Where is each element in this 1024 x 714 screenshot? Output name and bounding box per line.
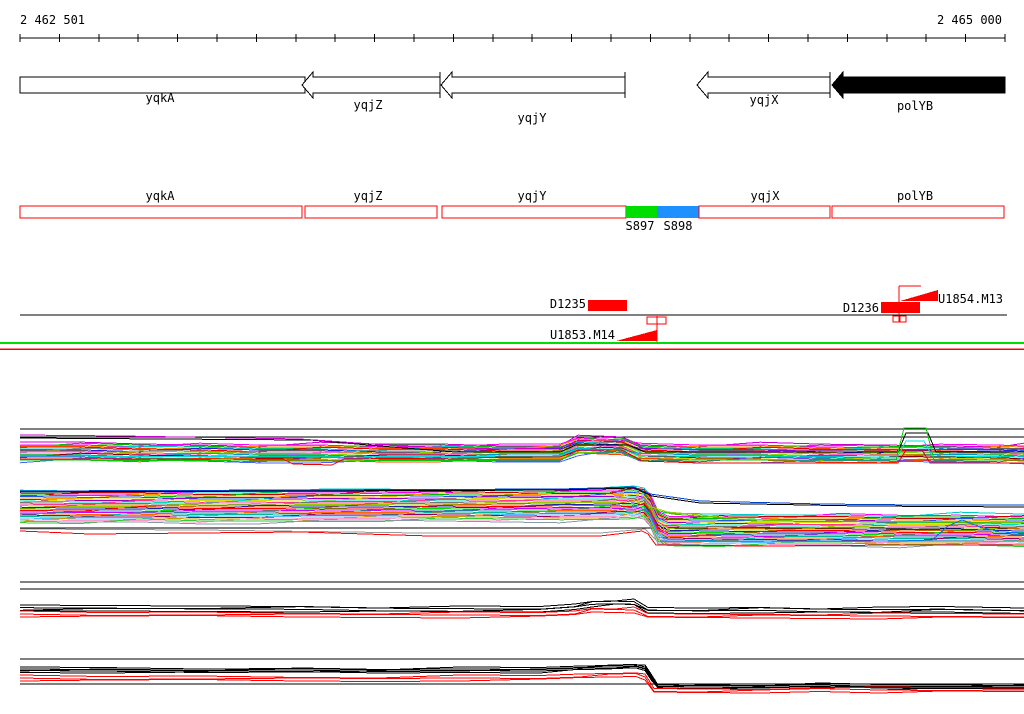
expression-line (19, 608, 1024, 618)
expression-line (19, 504, 1024, 536)
expression-line (19, 443, 1024, 457)
expression-line (19, 598, 1024, 610)
expression-line (19, 603, 1024, 615)
unit-label-yqjX: yqjX (750, 189, 780, 203)
gene-label-yqjX: yqjX (749, 93, 779, 107)
expression-line (19, 434, 1024, 451)
expression-line (647, 507, 1024, 524)
probe-label-D1235: D1235 (549, 297, 586, 311)
expression-line (19, 438, 1024, 452)
gene-arrow-yqjY[interactable] (440, 70, 626, 100)
expression-line (19, 485, 1024, 518)
probe-ramp-U1853.M14 (616, 330, 657, 341)
expression-line (19, 434, 1024, 448)
unit-label-yqkA: yqkA (145, 189, 175, 203)
gene-arrow-yqjZ[interactable] (301, 70, 441, 100)
expression-line (19, 515, 1024, 548)
unit-segment-S898[interactable] (657, 206, 699, 218)
gene-label-yqjY: yqjY (517, 111, 547, 125)
expression-line (19, 502, 1024, 533)
expression-line (19, 515, 1024, 545)
expression-line (19, 493, 1024, 526)
expression-line (19, 672, 1024, 691)
unit-segment-polYB[interactable] (831, 205, 1005, 219)
probe-rect-D1235[interactable] (588, 300, 627, 311)
probe-ramp-U1854.M13 (900, 290, 938, 301)
expression-line (19, 440, 1024, 458)
expression-line (19, 501, 1024, 531)
expression-line (19, 530, 1024, 547)
probe-marker-D1236[interactable] (892, 315, 900, 323)
gene-arrow-polYB[interactable] (831, 70, 1006, 100)
expression-line (19, 505, 1024, 539)
expression-line (19, 507, 1024, 538)
expression-line (19, 494, 1024, 525)
unit-segment-yqkA[interactable] (19, 205, 303, 219)
expression-line (19, 486, 1024, 506)
expression-line (19, 675, 1024, 694)
expression-line (19, 441, 1024, 455)
unit-label-S898: S898 (663, 219, 693, 233)
probe-marker-D1236[interactable] (899, 315, 907, 323)
unit-segment-S897[interactable] (626, 206, 657, 218)
gene-label-polYB: polYB (896, 99, 934, 113)
expression-line (19, 448, 1024, 462)
probe-rect-D1236[interactable] (881, 302, 920, 313)
expression-line (19, 497, 1024, 530)
unit-segment-yqjY[interactable] (441, 205, 627, 219)
unit-label-S897: S897 (625, 219, 655, 233)
expression-line (19, 663, 1024, 688)
expression-line (19, 611, 1024, 620)
probe-label-U1854-M13: U1854.M13 (938, 292, 1004, 306)
gene-label-yqkA: yqkA (145, 91, 175, 105)
unit-segment-yqjX[interactable] (698, 205, 831, 219)
expression-line (19, 447, 1024, 459)
expression-line (19, 600, 1024, 612)
expression-line (19, 508, 1024, 539)
unit-label-polYB: polYB (896, 189, 934, 203)
expression-line (19, 437, 1024, 449)
expression-line (19, 496, 1024, 527)
expression-line (19, 432, 1024, 453)
unit-label-yqjY: yqjY (517, 189, 547, 203)
expression-line (19, 510, 1024, 543)
expression-line (19, 451, 1024, 465)
expression-line (19, 502, 1024, 535)
expression-line (20, 449, 1024, 466)
gene-label-yqjZ: yqjZ (353, 98, 383, 112)
ruler-end-label: 2 465 000 (936, 13, 1002, 27)
unit-segment-yqjZ[interactable] (304, 205, 438, 219)
ruler-start-label: 2 462 501 (20, 13, 86, 27)
probe-label-U1853-M14: U1853.M14 (549, 328, 615, 342)
expression-line (19, 509, 1024, 541)
expression-line (19, 490, 1024, 523)
probe-label-D1236: D1236 (842, 301, 879, 315)
expression-line (19, 672, 1024, 693)
expression-line (660, 519, 1024, 542)
expression-line (19, 487, 1024, 520)
expression-line (19, 499, 1024, 533)
expression-line (19, 496, 1024, 529)
gene-arrow-yqkA[interactable] (19, 76, 306, 94)
expression-line (19, 490, 1024, 521)
unit-label-yqjZ: yqjZ (353, 189, 383, 203)
expression-line (19, 487, 1024, 508)
